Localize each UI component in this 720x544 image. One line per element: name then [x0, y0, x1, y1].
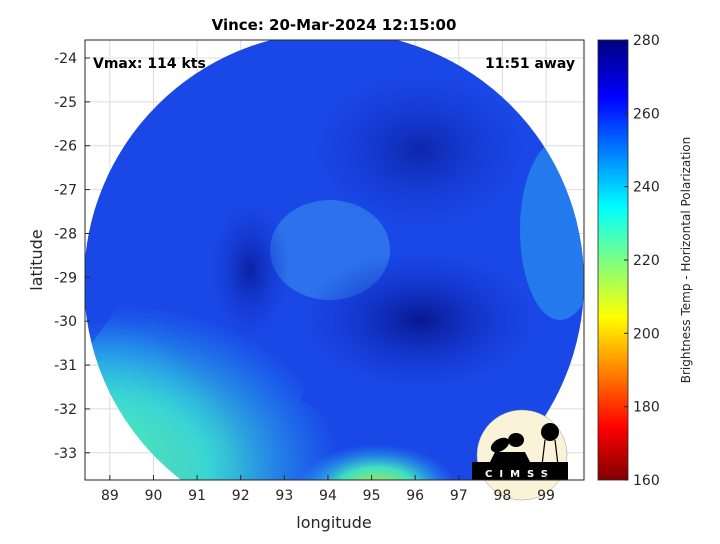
y-tick-label: -33	[54, 446, 77, 462]
colorbar-ticks: 160 180 200 220 240 260 280	[624, 33, 660, 489]
x-tick-label: 89	[101, 488, 119, 504]
colorbar-tick-label: 260	[633, 106, 660, 122]
colorbar-tick-label: 280	[633, 33, 660, 49]
x-tick-label: 97	[450, 488, 468, 504]
x-tick-label: 94	[319, 488, 337, 504]
y-axis-label: latitude	[27, 229, 46, 290]
time-away-annotation: 11:51 away	[485, 56, 575, 72]
colorbar-tick-label: 220	[633, 253, 660, 269]
x-tick-label: 95	[363, 488, 381, 504]
colorbar-tick-label: 160	[633, 473, 660, 489]
x-tick-label: 99	[537, 488, 555, 504]
y-tick-label: -28	[54, 226, 77, 242]
x-tick-label: 93	[275, 488, 293, 504]
colorbar-tick-label: 180	[633, 400, 660, 416]
x-axis: 89 90 91 92 93 94 95 96 97 98 99	[101, 475, 555, 504]
y-tick-label: -31	[54, 358, 77, 374]
colorbar-tick-label: 200	[633, 326, 660, 342]
y-tick-label: -30	[54, 314, 77, 330]
x-tick-label: 96	[406, 488, 424, 504]
x-tick-label: 92	[232, 488, 250, 504]
logo-text: CIMSS	[485, 469, 555, 480]
y-tick-label: -24	[54, 51, 77, 67]
x-tick-label: 91	[188, 488, 206, 504]
chart-title: Vince: 20-Mar-2024 12:15:00	[212, 16, 457, 34]
y-tick-label: -26	[54, 139, 77, 155]
colorbar-tick-label: 240	[633, 180, 660, 196]
y-tick-label: -32	[54, 402, 77, 418]
y-axis: -24 -25 -26 -27 -28 -29 -30 -31 -32 -33	[54, 51, 90, 462]
vmax-annotation: Vmax: 114 kts	[93, 56, 206, 72]
plot-frame	[84, 39, 585, 481]
x-tick-label: 98	[494, 488, 512, 504]
x-tick-label: 90	[145, 488, 163, 504]
colorbar-label: Brightness Temp - Horizontal Polarizatio…	[679, 137, 693, 384]
x-axis-label: longitude	[296, 513, 371, 532]
y-tick-label: -29	[54, 270, 77, 286]
y-tick-label: -25	[54, 95, 77, 111]
colorbar	[597, 39, 629, 481]
cimss-logo: CIMSS	[472, 409, 568, 501]
y-tick-label: -27	[54, 183, 77, 199]
